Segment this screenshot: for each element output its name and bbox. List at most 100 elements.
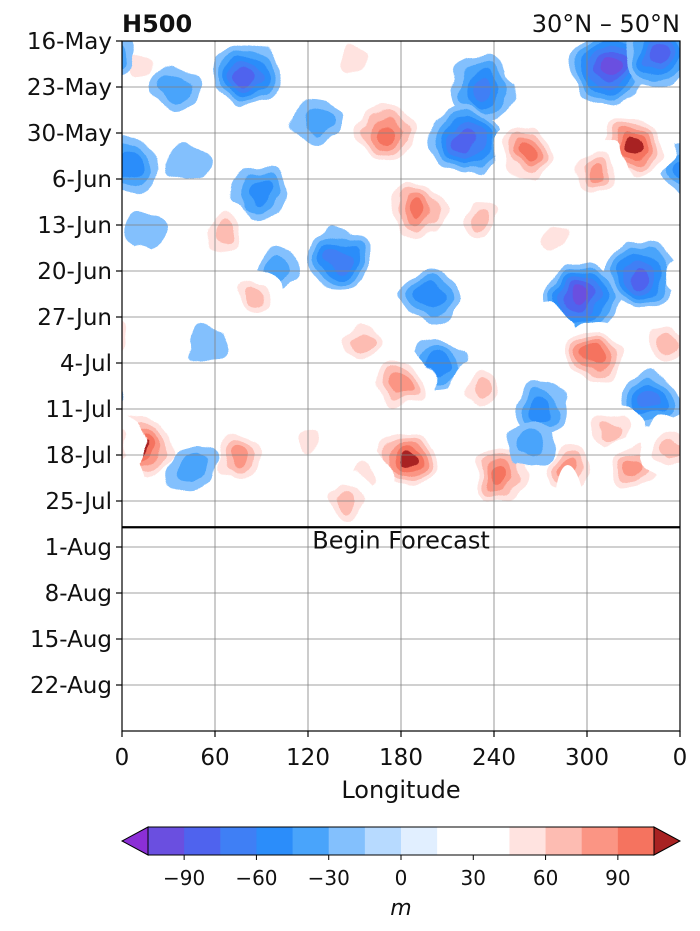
y-tick-label: 13-Jun bbox=[37, 213, 112, 239]
anomaly-cell-level bbox=[600, 58, 620, 77]
forecast-cell bbox=[503, 472, 553, 635]
forecast-marker: Begin Forecast bbox=[122, 526, 680, 554]
anomaly-cell-level bbox=[439, 479, 471, 510]
y-tick-label: 25-Jul bbox=[45, 489, 112, 515]
anomaly-cell-level bbox=[359, 283, 390, 312]
colorbar-segment bbox=[256, 827, 294, 855]
anomaly-cell bbox=[403, 41, 455, 85]
y-tick-label: 30-May bbox=[27, 121, 112, 147]
chart-title: H500 bbox=[122, 10, 192, 38]
colorbar-segment bbox=[617, 827, 655, 855]
y-tick-label: 23-May bbox=[27, 75, 112, 101]
colorbar-tick-label: −60 bbox=[235, 866, 277, 890]
forecast-cell bbox=[122, 455, 680, 626]
x-tick-label: 0 bbox=[115, 745, 130, 771]
y-tick-label: 16-May bbox=[27, 29, 112, 55]
colorbar: −90 −60 −30 0 30 60 90 bbox=[120, 826, 682, 890]
anomaly-cell-level bbox=[518, 144, 538, 162]
colorbar-tick-label: −90 bbox=[163, 866, 205, 890]
x-tick-label: 180 bbox=[379, 745, 423, 771]
anomaly-cell-level bbox=[570, 288, 589, 306]
anomaly-cell bbox=[122, 417, 680, 479]
anomaly-cell-level bbox=[599, 418, 621, 439]
x-axis-label: Longitude bbox=[341, 776, 460, 804]
anomaly-cell bbox=[502, 418, 554, 466]
anomaly-cell bbox=[165, 145, 209, 187]
x-tick-label: 300 bbox=[565, 745, 609, 771]
anomaly-cell bbox=[190, 200, 256, 263]
y-tick-label: 18-Jul bbox=[45, 443, 112, 469]
anomaly-cell-level bbox=[351, 333, 373, 354]
anomaly-cell-level bbox=[176, 454, 207, 483]
x-tick-label: 120 bbox=[286, 745, 330, 771]
anomaly-cell-level bbox=[653, 332, 676, 355]
forecast-cell-level bbox=[157, 511, 190, 649]
anomaly-cell-level bbox=[624, 137, 643, 155]
plot-area bbox=[122, 41, 680, 731]
colorbar-tick-label: 60 bbox=[533, 866, 558, 890]
anomaly-cell bbox=[186, 324, 228, 363]
colorbar-label: m bbox=[390, 896, 411, 921]
x-tick-label: 0 bbox=[673, 745, 688, 771]
anomaly-cell-level-wrap bbox=[122, 333, 126, 353]
anomaly-cell bbox=[592, 194, 644, 243]
anomaly-cell bbox=[522, 306, 574, 354]
y-tick-label: 1-Aug bbox=[45, 535, 112, 561]
colorbar-segment bbox=[328, 827, 366, 855]
y-tick-label: 8-Aug bbox=[45, 581, 112, 607]
anomaly-cell-level bbox=[470, 379, 493, 400]
forecast-cell bbox=[553, 464, 590, 616]
colorbar-segment bbox=[473, 827, 510, 855]
forecast-cell-level bbox=[604, 533, 653, 667]
anomaly-cell-level bbox=[467, 207, 490, 230]
x-tick-label: 240 bbox=[472, 745, 516, 771]
anomaly-cell bbox=[350, 274, 399, 320]
forecast-cell-level bbox=[512, 503, 544, 604]
x-tick-label: 60 bbox=[200, 745, 229, 771]
anomaly-cell-level bbox=[407, 203, 426, 221]
anomaly-cell bbox=[527, 210, 585, 266]
region-label: 30°N – 50°N bbox=[532, 10, 680, 38]
anomaly-cell bbox=[377, 175, 456, 249]
anomaly-cell-level bbox=[127, 55, 154, 80]
anomaly-cell-level-wrap bbox=[122, 324, 133, 363]
anomaly-cell-level-wrap bbox=[678, 442, 680, 455]
anomaly-cell-level bbox=[165, 145, 209, 187]
anomaly-cell bbox=[429, 105, 503, 174]
anomaly-cell-level bbox=[328, 247, 350, 269]
anomaly-cell-level bbox=[342, 49, 367, 72]
colorbar-segment bbox=[509, 827, 547, 855]
forecast-cell bbox=[416, 550, 460, 715]
colorbar-segment bbox=[148, 827, 185, 855]
forecast-cell bbox=[485, 629, 519, 731]
anomaly-cell-level bbox=[637, 391, 661, 414]
y-tick-label: 11-Jul bbox=[45, 397, 112, 423]
y-axis: 16-May 23-May 30-May 6-Jun 13-Jun 20-Jun 27-Ju… bbox=[27, 29, 122, 699]
anomaly-cell-level bbox=[543, 225, 569, 251]
forecast-cell-level bbox=[667, 642, 680, 731]
anomaly-cell bbox=[201, 420, 275, 490]
colorbar-segment bbox=[184, 827, 221, 855]
colorbar-segment bbox=[401, 827, 438, 855]
anomaly-cell-level bbox=[512, 427, 544, 457]
colorbar-tick-label: 30 bbox=[461, 866, 486, 890]
forecast-cell bbox=[207, 553, 260, 686]
anomaly-cell bbox=[606, 244, 677, 311]
anomaly-cell bbox=[122, 41, 680, 88]
anomaly-cell-level bbox=[455, 129, 477, 150]
anomaly-cell-level-wrap bbox=[122, 41, 128, 71]
forecast-cell-level bbox=[667, 489, 680, 591]
forecast-cell-level-wrap bbox=[122, 642, 142, 731]
forecast-cell-level bbox=[425, 581, 452, 683]
anomaly-cell-level-wrap bbox=[674, 156, 680, 176]
anomaly-cell bbox=[211, 42, 281, 106]
anomaly-cell-level bbox=[122, 153, 143, 178]
anomaly-cell-level bbox=[211, 220, 235, 243]
anomaly-cell-level-wrap bbox=[677, 58, 680, 77]
anomaly-cell-level bbox=[660, 437, 680, 460]
anomaly-cell bbox=[557, 321, 633, 392]
colorbar-extend-high bbox=[653, 826, 682, 856]
colorbar-segment bbox=[545, 827, 583, 855]
anomaly-cell bbox=[430, 470, 481, 519]
anomaly-cell-level bbox=[400, 453, 418, 470]
